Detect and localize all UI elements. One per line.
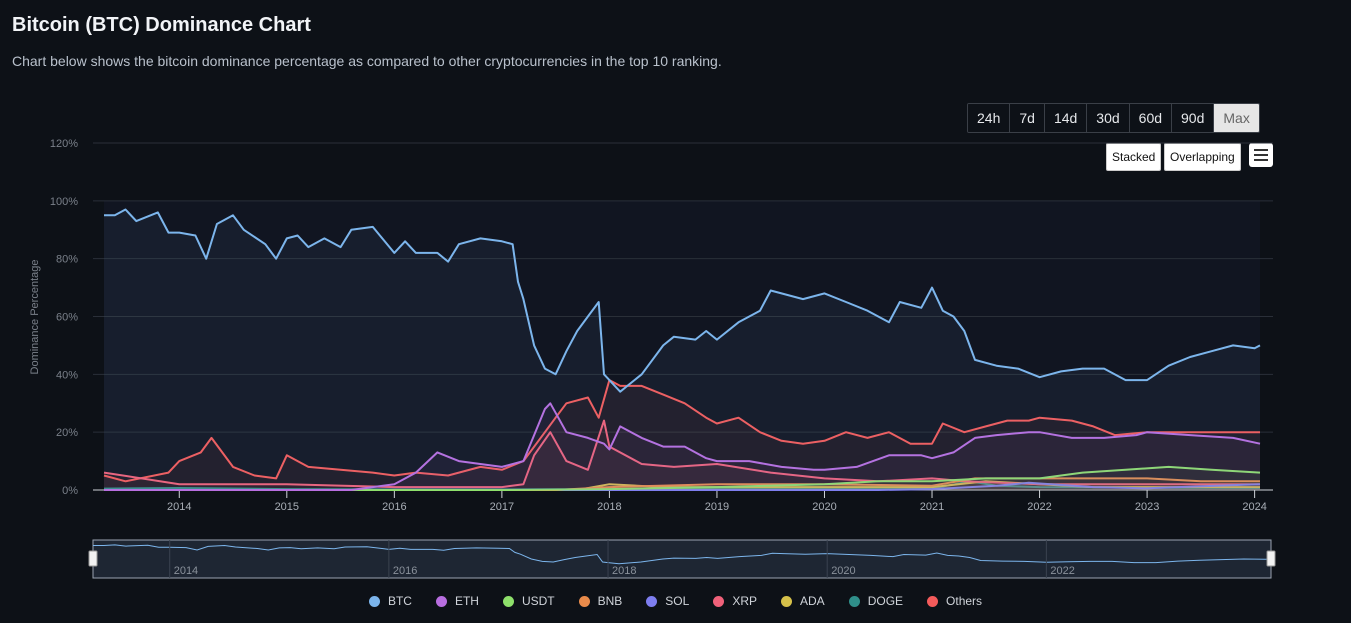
navigator-tick-label: 2014 bbox=[174, 565, 198, 577]
legend-item-usdt[interactable]: USDT bbox=[502, 594, 555, 608]
plot-area bbox=[104, 200, 1260, 491]
legend-marker bbox=[848, 595, 860, 607]
legend-item-sol[interactable]: SOL bbox=[646, 594, 689, 608]
legend-marker bbox=[713, 595, 725, 607]
y-tick-label: 100% bbox=[50, 196, 78, 208]
legend-label: XRP bbox=[732, 594, 757, 608]
navigator-window[interactable] bbox=[92, 539, 1272, 579]
y-tick-label: 40% bbox=[56, 369, 78, 381]
legend-item-bnb[interactable]: BNB bbox=[578, 594, 623, 608]
navigator-tick-label: 2018 bbox=[612, 565, 636, 577]
x-tick-label: 2022 bbox=[1027, 501, 1051, 513]
series-area-btc bbox=[104, 209, 1260, 490]
x-tick-label: 2021 bbox=[920, 501, 944, 513]
series-line-xrp bbox=[103, 419, 1260, 489]
series-area-others bbox=[104, 380, 1260, 490]
navigator-left-handle[interactable] bbox=[88, 550, 98, 567]
series-area-xrp bbox=[104, 420, 1260, 490]
page-title: Bitcoin (BTC) Dominance Chart bbox=[12, 14, 311, 36]
x-tick-label: 2023 bbox=[1135, 501, 1159, 513]
legend-item-eth[interactable]: ETH bbox=[435, 594, 479, 608]
legend-item-xrp[interactable]: XRP bbox=[713, 594, 757, 608]
legend-marker bbox=[781, 595, 792, 607]
legend-item-btc[interactable]: BTC bbox=[368, 594, 412, 608]
x-tick-label: 2017 bbox=[490, 501, 514, 513]
navigator[interactable]: 2014 2016 2018 2020 2022 bbox=[88, 539, 1276, 579]
chart-legend: BTC ETH USDT BNB SOL XRP ADA DOGE Others bbox=[0, 594, 1351, 608]
range-30d-button[interactable]: 30d bbox=[1087, 104, 1130, 132]
series-line-sol bbox=[104, 481, 1261, 491]
navigator-right-handle[interactable] bbox=[1266, 550, 1276, 567]
y-tick-label: 80% bbox=[56, 254, 78, 266]
x-tick-label: 2020 bbox=[812, 501, 836, 513]
legend-label: BTC bbox=[387, 594, 412, 608]
series-line-ada bbox=[104, 480, 1260, 491]
range-max-button[interactable]: Max bbox=[1214, 104, 1259, 132]
overlapping-button[interactable]: Overlapping bbox=[1164, 143, 1241, 171]
legend-label: SOL bbox=[665, 594, 690, 608]
x-tick-label: 2014 bbox=[167, 501, 191, 513]
y-tick-label: 120% bbox=[50, 138, 78, 150]
y-axis-label: Dominance Percentage bbox=[29, 260, 41, 375]
legend-marker bbox=[435, 595, 447, 607]
range-60d-button[interactable]: 60d bbox=[1129, 104, 1173, 132]
legend-marker bbox=[578, 595, 590, 607]
legend-marker bbox=[646, 595, 658, 607]
legend-label: USDT bbox=[521, 594, 555, 608]
series-line-others bbox=[103, 379, 1260, 483]
page-subtitle: Chart below shows the bitcoin dominance … bbox=[12, 53, 722, 69]
series-line-usdt bbox=[104, 465, 1261, 491]
legend-marker bbox=[502, 595, 514, 607]
legend-label: BNB bbox=[597, 594, 623, 608]
navigator-series bbox=[93, 544, 1272, 565]
x-tick-label: 2016 bbox=[382, 501, 406, 513]
series-area-bnb bbox=[104, 478, 1260, 490]
series-line-bnb bbox=[104, 477, 1260, 491]
legend-item-doge[interactable]: DOGE bbox=[848, 594, 904, 608]
range-90d-button[interactable]: 90d bbox=[1172, 104, 1215, 132]
range-selector: 24h 7d 14d 30d 60d 90d Max bbox=[967, 103, 1260, 133]
legend-label: ADA bbox=[800, 594, 825, 608]
legend-marker bbox=[368, 595, 380, 607]
series-line-btc bbox=[104, 208, 1261, 393]
navigator-tick-label: 2016 bbox=[393, 565, 417, 577]
series-area-usdt bbox=[104, 466, 1260, 490]
legend-item-others[interactable]: Others bbox=[927, 594, 982, 608]
legend-marker bbox=[927, 595, 939, 607]
range-24h-button[interactable]: 24h bbox=[968, 104, 1011, 132]
stacked-button[interactable]: Stacked bbox=[1106, 143, 1162, 171]
legend-item-ada[interactable]: ADA bbox=[781, 594, 825, 608]
series-area-sol bbox=[104, 482, 1260, 490]
series-line-doge bbox=[103, 480, 1261, 491]
range-14d-button[interactable]: 14d bbox=[1044, 104, 1088, 132]
legend-label: Others bbox=[946, 594, 983, 608]
legend-label: ETH bbox=[454, 594, 479, 608]
navigator-tick-label: 2022 bbox=[1050, 565, 1074, 577]
x-tick-label: 2024 bbox=[1242, 501, 1266, 513]
legend-label: DOGE bbox=[867, 594, 904, 608]
series-area-eth bbox=[104, 403, 1260, 490]
y-tick-label: 20% bbox=[56, 427, 78, 439]
hamburger-icon[interactable] bbox=[1249, 143, 1273, 167]
x-tick-label: 2018 bbox=[597, 501, 621, 513]
series-area-ada bbox=[104, 481, 1260, 490]
y-tick-label: 60% bbox=[56, 312, 78, 324]
y-tick-label: 0% bbox=[62, 485, 78, 497]
x-tick-label: 2019 bbox=[705, 501, 729, 513]
navigator-tick-label: 2020 bbox=[831, 565, 855, 577]
series-area-doge bbox=[104, 481, 1260, 490]
x-tick-label: 2015 bbox=[275, 501, 299, 513]
series-line-eth bbox=[104, 402, 1261, 491]
range-7d-button[interactable]: 7d bbox=[1010, 104, 1045, 132]
